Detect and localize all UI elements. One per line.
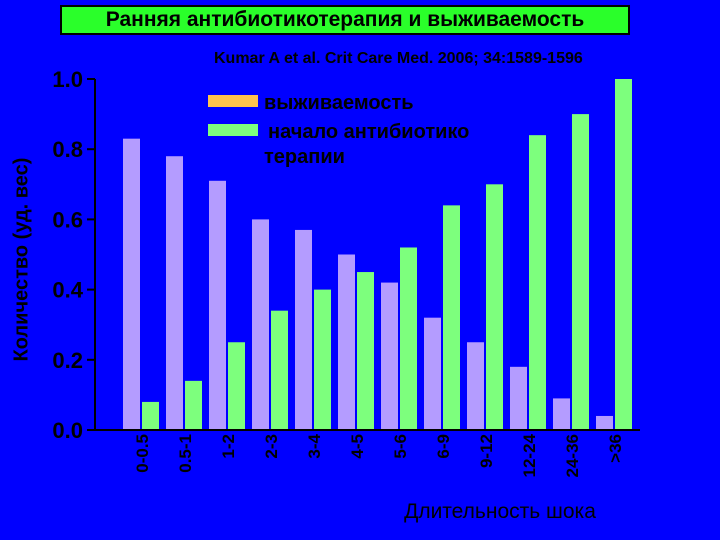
bar-survival <box>166 156 183 430</box>
y-tick-label: 0.6 <box>52 207 83 232</box>
x-tick-label: 24-36 <box>563 434 582 477</box>
y-tick-label: 0.2 <box>52 348 83 373</box>
bar-antibiotic <box>228 342 245 430</box>
y-tick-label: 0.0 <box>52 418 83 443</box>
chart-title: Ранняя антибиотикотерапия и выживаемость <box>60 5 630 35</box>
x-tick-label: 3-4 <box>305 433 324 458</box>
legend-label-survival: выживаемость <box>264 92 414 114</box>
bar-antibiotic <box>615 79 632 430</box>
bar-antibiotic <box>486 184 503 430</box>
x-tick-label: 0-0.5 <box>133 434 152 473</box>
bar-survival <box>381 282 398 430</box>
bar-antibiotic <box>271 310 288 430</box>
bar-survival <box>252 219 269 430</box>
bar-survival <box>596 415 613 430</box>
x-tick-label: 4-5 <box>348 434 367 459</box>
y-tick-label: 0.8 <box>52 137 83 162</box>
x-tick-label: 5-6 <box>391 434 410 459</box>
bar-antibiotic <box>314 289 331 430</box>
legend-swatch-survival <box>208 95 258 107</box>
bar-antibiotic <box>357 272 374 430</box>
y-tick-label: 0.4 <box>52 278 83 303</box>
bar-survival <box>424 317 441 430</box>
bar-survival <box>123 138 140 431</box>
x-tick-label: 6-9 <box>434 434 453 459</box>
x-axis-label: Длительность шока <box>404 500 596 523</box>
x-tick-label: >36 <box>606 434 625 463</box>
bar-survival <box>338 254 355 430</box>
x-tick-label: 0.5-1 <box>176 434 195 473</box>
bar-survival <box>510 366 527 430</box>
bar-survival <box>295 229 312 430</box>
bar-survival <box>553 398 570 430</box>
bar-antibiotic <box>443 205 460 430</box>
x-tick-label: 2-3 <box>262 434 281 459</box>
bar-antibiotic <box>185 380 202 430</box>
legend-label-antibiotic: начало антибиотико терапии <box>264 121 469 168</box>
x-tick-label: 9-12 <box>477 434 496 468</box>
bar-antibiotic <box>142 401 159 430</box>
bar-antibiotic <box>400 247 417 430</box>
bar-survival <box>467 342 484 430</box>
bar-antibiotic <box>529 135 546 430</box>
legend-swatch-antibiotic <box>208 124 258 136</box>
citation: Kumar A et al. Crit Care Med. 2006; 34:1… <box>214 50 583 67</box>
x-tick-label: 1-2 <box>219 434 238 459</box>
bar-antibiotic <box>572 114 589 430</box>
y-tick-label: 1.0 <box>52 67 83 92</box>
x-tick-label: 12-24 <box>520 433 539 477</box>
bar-survival <box>209 180 226 430</box>
